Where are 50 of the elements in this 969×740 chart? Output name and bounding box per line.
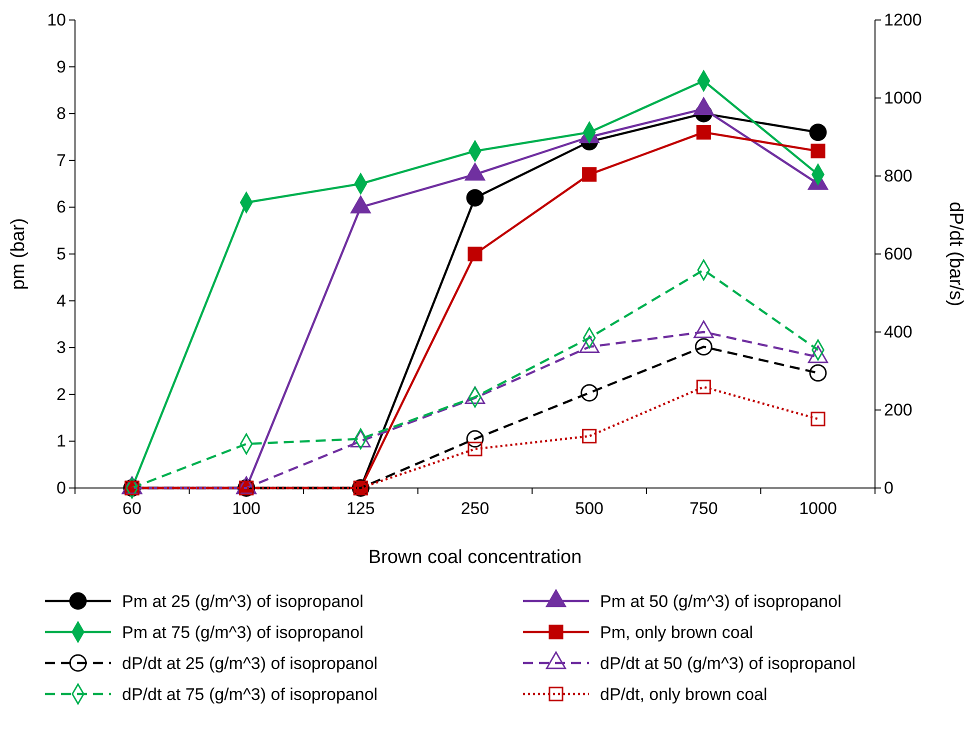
legend-label: Pm at 50 (g/m^3) of isopropanol (600, 592, 842, 611)
y2-tick-label: 600 (884, 244, 912, 264)
x-axis-title: Brown coal concentration (368, 547, 582, 568)
y2-tick-label: 200 (884, 400, 912, 420)
point (466, 430, 484, 448)
y2-axis-title: dP/dt (bar/s) (945, 202, 966, 306)
point (696, 125, 711, 140)
point (582, 167, 597, 182)
x-tick-label: 250 (460, 499, 490, 518)
y-tick-label: 9 (56, 57, 66, 76)
y-axis-title: pm (bar) (8, 218, 29, 290)
y2-tick-label: 1200 (884, 10, 922, 30)
y-tick-label: 1 (56, 432, 66, 451)
x-tick-label: 1000 (799, 499, 837, 518)
point (809, 124, 827, 142)
y2-tick-label: 400 (884, 322, 912, 342)
x-tick-label: 125 (346, 499, 375, 518)
y2-tick-label: 0 (884, 478, 894, 498)
y-tick-label: 0 (56, 478, 66, 498)
y-tick-label: 4 (56, 291, 66, 310)
point (582, 428, 597, 444)
point (580, 384, 598, 402)
x-tick-label: 100 (232, 499, 261, 518)
y-tick-label: 10 (47, 10, 66, 30)
point (809, 364, 827, 382)
y2-tick-label: 800 (884, 166, 912, 186)
y-tick-label: 2 (56, 384, 66, 404)
point (810, 144, 826, 158)
y-tick-label: 6 (56, 198, 66, 217)
y-tick-label: 3 (56, 338, 66, 358)
legend-label: dP/dt, only brown coal (600, 685, 768, 704)
point (466, 189, 484, 207)
legend-label: dP/dt at 25 (g/m^3) of isopropanol (122, 654, 378, 673)
x-tick-label: 60 (122, 499, 142, 518)
y-tick-label: 5 (56, 244, 66, 264)
legend-label: Pm, only brown coal (600, 623, 754, 642)
point (694, 338, 712, 356)
legend-label: dP/dt at 75 (g/m^3) of isopropanol (122, 685, 378, 704)
y-tick-label: 8 (56, 104, 66, 124)
point (696, 380, 711, 394)
y-tick-label: 7 (56, 150, 66, 170)
point (810, 412, 826, 426)
legend-label: dP/dt at 50 (g/m^3) of isopropanol (600, 654, 856, 673)
x-tick-label: 500 (575, 499, 604, 518)
legend-label: Pm at 75 (g/m^3) of isopropanol (122, 623, 364, 642)
point (468, 246, 482, 262)
point (468, 442, 482, 456)
legend-label: Pm at 25 (g/m^3) of isopropanol (122, 592, 364, 611)
y2-tick-label: 1000 (884, 88, 922, 108)
x-tick-label: 750 (689, 499, 718, 518)
